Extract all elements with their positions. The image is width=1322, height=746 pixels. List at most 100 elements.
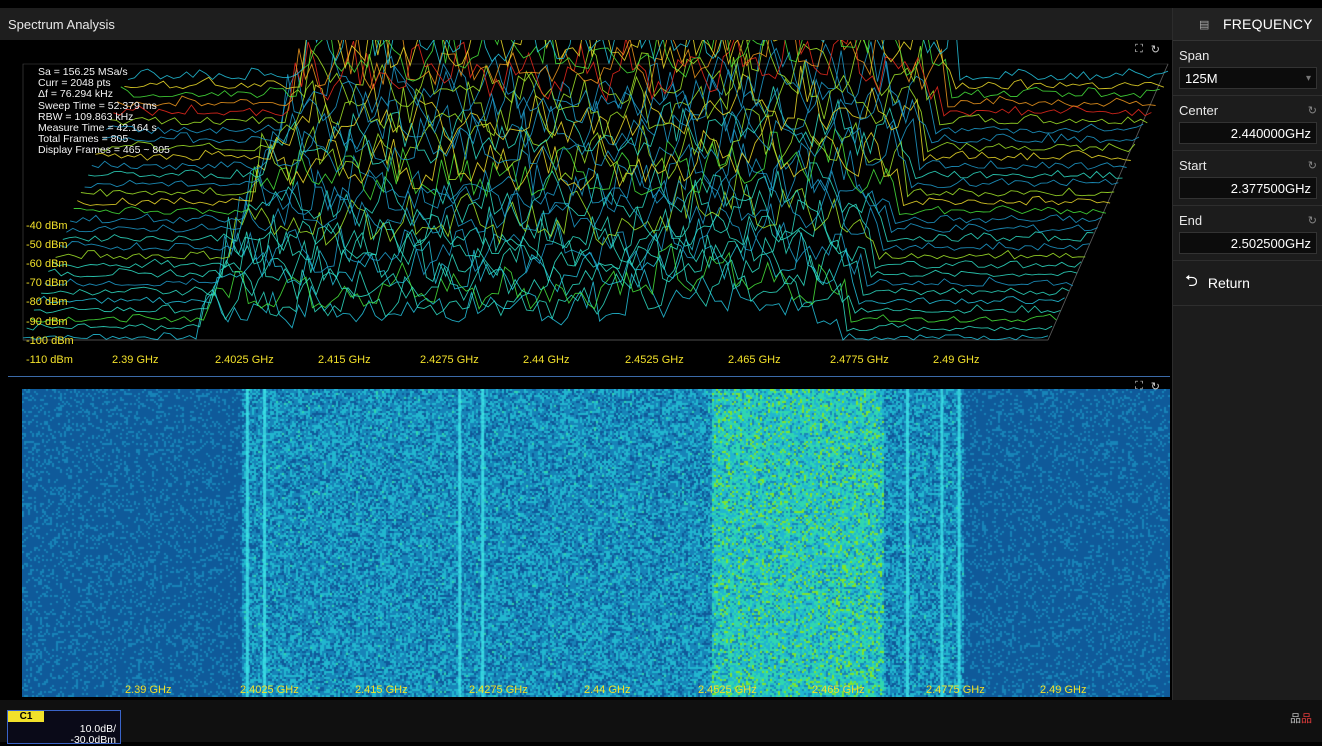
y-tick-label: -110 dBm (26, 354, 73, 366)
channel-name: C1 (8, 711, 44, 722)
return-button[interactable]: ⮌ Return (1173, 261, 1322, 306)
spectrum-trace (48, 200, 1078, 279)
reset-icon[interactable]: ↻ (1307, 104, 1317, 117)
waterfall-plot[interactable]: ⛶ ↻ 2.39 GHz 2.4025 GHz 2.415 GHz 2.4275… (8, 376, 1170, 701)
x-tick-label: 2.4025 GHz (240, 684, 299, 696)
spectrum-trace (80, 108, 1115, 198)
reset-icon[interactable]: ↻ (1307, 214, 1317, 227)
y-tick-label: -40 dBm (26, 220, 68, 232)
spectrum-trace (55, 168, 1086, 261)
center-label: Center (1179, 102, 1219, 118)
end-label: End (1179, 212, 1203, 228)
end-input[interactable]: 2.502500GHz (1179, 232, 1317, 254)
footer-bar (0, 700, 1322, 742)
spectrum-3d-graphic (22, 40, 1169, 341)
x-tick-label: 2.49 GHz (1040, 684, 1087, 696)
panel-title: FREQUENCY (1223, 16, 1313, 32)
spectrum-trace (88, 86, 1123, 180)
spectrum-trace (98, 53, 1136, 153)
span-field: Span 125M ▾ (1173, 41, 1322, 96)
readout-line: Display Frames = 465 ~ 805 (38, 144, 170, 157)
panel-header: ▤ FREQUENCY (1173, 8, 1322, 41)
spectrum-trace (73, 127, 1107, 216)
x-tick-label: 2.465 GHz (812, 684, 865, 696)
fullscreen-icon[interactable]: ⛶ (1135, 43, 1143, 55)
plot-tools: ⛶ ↻ (1135, 380, 1160, 393)
spectrum-trace (51, 179, 1082, 269)
spectrum-trace (29, 242, 1057, 323)
network-icon[interactable]: 品品 (1290, 713, 1312, 725)
channel-scale: 10.0dB/ (79, 723, 116, 735)
x-tick-label: 2.44 GHz (523, 354, 570, 366)
spectrum-trace (22, 268, 1049, 341)
x-tick-label: 2.39 GHz (125, 684, 172, 696)
title-bar: Spectrum Analysis (0, 8, 1172, 40)
spectrum-trace (124, 40, 1165, 90)
return-label: Return (1207, 275, 1250, 291)
y-tick-label: -100 dBm (26, 335, 74, 347)
x-tick-label: 2.415 GHz (318, 354, 371, 366)
readout-line: Total Frames = 805 (38, 133, 129, 146)
spectrum-trace (120, 40, 1160, 99)
y-tick-label: -90 dBm (26, 316, 68, 328)
rotate-icon[interactable]: ↻ (1150, 381, 1160, 393)
frequency-panel: ▤ FREQUENCY Span 125M ▾ Center ↻ 2.44000… (1172, 8, 1322, 700)
x-tick-label: 2.465 GHz (728, 354, 781, 366)
x-tick-label: 2.49 GHz (933, 354, 980, 366)
y-tick-label: -60 dBm (26, 258, 68, 270)
x-tick-label: 2.415 GHz (355, 684, 408, 696)
span-value: 125M (1185, 70, 1218, 86)
y-tick-label: -70 dBm (26, 277, 68, 289)
spectrum-trace (37, 218, 1065, 305)
spectrum-trace (41, 224, 1069, 296)
spectrum-trace (113, 40, 1152, 117)
channel-offset: -30.0dBm (70, 734, 116, 746)
end-field: End ↻ 2.502500GHz (1173, 206, 1322, 261)
x-tick-label: 2.4525 GHz (698, 684, 757, 696)
readout-line: Δf = 76.294 kHz (38, 88, 114, 101)
span-select[interactable]: 125M ▾ (1179, 67, 1317, 89)
center-input[interactable]: 2.440000GHz (1179, 122, 1317, 144)
spectrum-trace (26, 248, 1053, 332)
spectrum-3d-plot[interactable]: ⛶ ↻ Sa = 156.25 MSa/s Curr = 2048 pts Δf… (8, 40, 1170, 372)
x-tick-label: 2.39 GHz (112, 354, 159, 366)
measurement-readout: Sa = 156.25 MSa/s Curr = 2048 pts Δf = 7… (38, 66, 170, 157)
start-field: Start ↻ 2.377500GHz (1173, 151, 1322, 206)
x-tick-label: 2.4275 GHz (469, 684, 528, 696)
center-field: Center ↻ 2.440000GHz (1173, 96, 1322, 151)
readout-line: RBW = 109.863 kHz (38, 110, 134, 123)
reset-icon[interactable]: ↻ (1307, 159, 1317, 172)
x-tick-label: 2.4525 GHz (625, 354, 684, 366)
spectrum-trace (127, 40, 1169, 81)
start-input[interactable]: 2.377500GHz (1179, 177, 1317, 199)
readout-line: Curr = 2048 pts (38, 77, 111, 90)
start-label: Start (1179, 157, 1207, 173)
spectrum-trace (66, 142, 1098, 234)
window-title: Spectrum Analysis (8, 16, 115, 32)
x-tick-label: 2.44 GHz (584, 684, 631, 696)
readout-line: Sweep Time = 52.379 ms (38, 99, 157, 112)
spectrum-trace (62, 162, 1094, 242)
waterfall-canvas (22, 389, 1170, 697)
readout-line: Sa = 156.25 MSa/s (38, 66, 128, 78)
rotate-icon[interactable]: ↻ (1150, 44, 1160, 56)
menu-icon[interactable]: ▤ (1199, 18, 1210, 31)
spectrum-trace (84, 98, 1119, 189)
spectrum-trace (77, 113, 1111, 207)
spectrum-trace (95, 65, 1131, 162)
spectrum-trace (106, 40, 1144, 135)
spectrum-trace (109, 40, 1148, 126)
span-label: Span (1179, 47, 1210, 63)
x-tick-label: 2.4275 GHz (420, 354, 479, 366)
spectrum-trace (102, 47, 1140, 144)
channel-badge[interactable]: C1 10.0dB/ -30.0dBm (7, 710, 121, 746)
x-tick-label: 2.4775 GHz (830, 354, 889, 366)
plot-tools: ⛶ ↻ (1135, 43, 1160, 56)
spectrum-trace (33, 231, 1061, 314)
return-icon: ⮌ (1185, 272, 1198, 290)
spectrum-trace (91, 77, 1127, 171)
x-tick-label: 2.4775 GHz (926, 684, 985, 696)
fullscreen-icon[interactable]: ⛶ (1135, 380, 1143, 392)
y-tick-label: -80 dBm (26, 296, 68, 308)
y-tick-label: -50 dBm (26, 239, 68, 251)
